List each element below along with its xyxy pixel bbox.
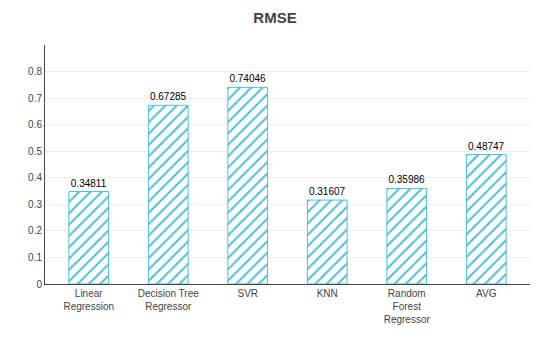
svg-text:0: 0 [36, 279, 42, 290]
svg-text:Decision TreeRegressor: Decision TreeRegressor [138, 288, 200, 312]
svg-text:SVR: SVR [237, 288, 258, 299]
svg-text:0.6: 0.6 [28, 119, 42, 130]
svg-text:0.5: 0.5 [28, 146, 42, 157]
svg-text:RandomForestRegressor: RandomForestRegressor [384, 288, 431, 325]
svg-text:RMSE: RMSE [253, 9, 296, 26]
svg-text:0.31607: 0.31607 [309, 186, 346, 197]
svg-text:0.48747: 0.48747 [468, 141, 505, 152]
svg-text:0.34811: 0.34811 [71, 178, 107, 189]
svg-text:0.1: 0.1 [28, 252, 42, 263]
svg-text:KNN: KNN [317, 288, 338, 299]
svg-text:0.67285: 0.67285 [150, 91, 187, 102]
svg-text:0.7: 0.7 [28, 93, 42, 104]
svg-text:0.4: 0.4 [28, 172, 42, 183]
svg-text:LinearRegression: LinearRegression [63, 288, 114, 312]
svg-text:AVG: AVG [476, 288, 497, 299]
svg-text:0.2: 0.2 [28, 225, 42, 236]
svg-text:0.3: 0.3 [28, 199, 42, 210]
svg-text:0.74046: 0.74046 [229, 73, 266, 84]
svg-text:0.8: 0.8 [28, 66, 42, 77]
svg-text:0.35986: 0.35986 [388, 174, 425, 185]
